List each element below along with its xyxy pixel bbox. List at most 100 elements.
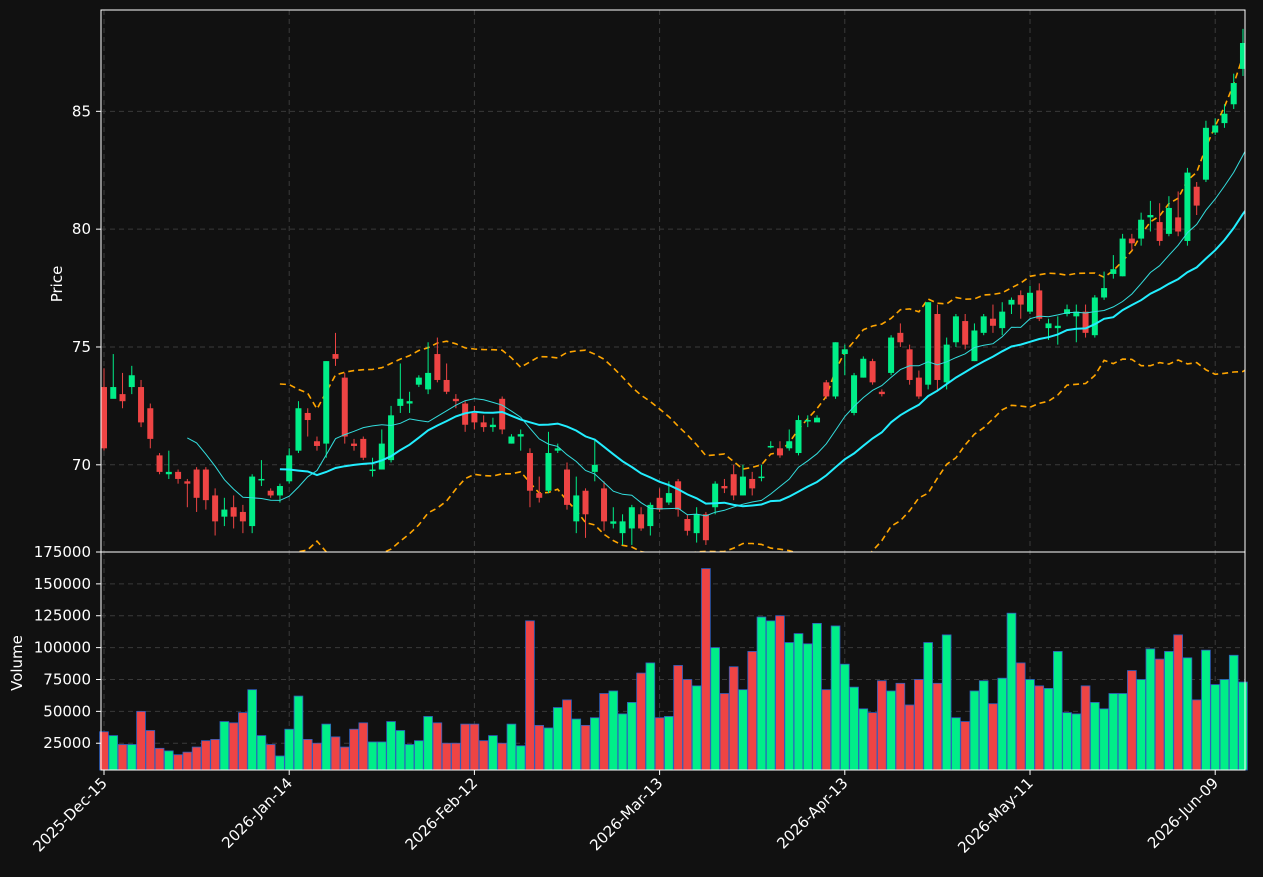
volume-bar bbox=[877, 681, 886, 770]
volume-bar bbox=[387, 722, 396, 770]
candle-body bbox=[147, 408, 153, 439]
candle-body bbox=[897, 333, 903, 342]
volume-bar bbox=[137, 711, 146, 770]
candle-body bbox=[129, 375, 135, 387]
volume-bar bbox=[840, 664, 849, 770]
volume-bar bbox=[1007, 613, 1016, 770]
candle-body bbox=[379, 444, 385, 470]
candle-body bbox=[620, 521, 626, 533]
volume-bar bbox=[340, 747, 349, 770]
volume-tick-label: 100000 bbox=[34, 639, 91, 657]
volume-bar bbox=[970, 691, 979, 770]
volume-bar bbox=[239, 713, 248, 770]
volume-bar bbox=[174, 755, 183, 770]
candle-body bbox=[268, 491, 274, 496]
volume-bar bbox=[405, 745, 414, 770]
candle-body bbox=[860, 359, 866, 378]
volume-bar bbox=[396, 730, 405, 770]
x-tick-label: 2026-Jan-14 bbox=[218, 774, 296, 852]
candle-body bbox=[721, 486, 727, 488]
candle-body bbox=[1008, 300, 1014, 305]
volume-bar bbox=[1137, 679, 1146, 770]
candle-body bbox=[731, 474, 737, 495]
volume-bar bbox=[248, 690, 257, 770]
candle-body bbox=[166, 472, 172, 474]
candle-body bbox=[527, 453, 533, 491]
candle-body bbox=[694, 514, 700, 533]
candle-body bbox=[1221, 114, 1227, 123]
volume-bar bbox=[516, 746, 525, 770]
candle-body bbox=[814, 418, 820, 423]
candle-body bbox=[240, 512, 246, 521]
volume-bar bbox=[424, 716, 433, 770]
volume-bar bbox=[1016, 663, 1025, 770]
candle-body bbox=[675, 481, 681, 509]
volume-bar bbox=[507, 724, 516, 770]
volume-bar bbox=[433, 723, 442, 770]
candle-body bbox=[573, 495, 579, 521]
candle-body bbox=[990, 319, 996, 326]
volume-bar bbox=[581, 725, 590, 770]
volume-bar bbox=[1044, 688, 1053, 770]
candle-body bbox=[907, 349, 913, 380]
volume-bar bbox=[331, 737, 340, 770]
volume-bar bbox=[266, 745, 275, 770]
candle-body bbox=[1036, 290, 1042, 318]
volume-tick-label: 50000 bbox=[43, 702, 91, 720]
volume-bar bbox=[766, 621, 775, 770]
candle-body bbox=[110, 387, 116, 399]
candle-body bbox=[1166, 208, 1172, 234]
candle-body bbox=[370, 470, 376, 472]
candle-body bbox=[870, 361, 876, 382]
volume-bar bbox=[998, 678, 1007, 770]
volume-bar bbox=[979, 681, 988, 770]
volume-bar bbox=[276, 756, 285, 770]
candle-body bbox=[1129, 239, 1135, 244]
volume-bar bbox=[377, 742, 386, 770]
volume-axis-label: Volume bbox=[8, 635, 26, 691]
volume-bar bbox=[646, 663, 655, 770]
candle-body bbox=[212, 495, 218, 521]
volume-bar bbox=[535, 725, 544, 770]
volume-bar bbox=[711, 648, 720, 770]
volume-bar bbox=[164, 751, 173, 770]
candle-body bbox=[981, 316, 987, 332]
volume-bar bbox=[952, 718, 961, 770]
volume-bar bbox=[257, 736, 266, 770]
volume-bar bbox=[1220, 679, 1229, 770]
x-tick-label: 2026-Jun-09 bbox=[1144, 774, 1222, 852]
x-tick-label: 2026-Mar-13 bbox=[586, 774, 666, 854]
x-tick-label: 2026-May-11 bbox=[954, 774, 1037, 857]
volume-bar bbox=[794, 634, 803, 770]
candle-body bbox=[416, 378, 422, 385]
candle-body bbox=[879, 392, 885, 394]
candle-body bbox=[796, 420, 802, 453]
candle-body bbox=[231, 507, 237, 516]
volume-bar bbox=[748, 651, 757, 770]
candle-body bbox=[508, 437, 514, 444]
volume-bar bbox=[553, 708, 562, 770]
x-tick-label: 2026-Feb-12 bbox=[402, 774, 482, 854]
volume-bar bbox=[1118, 694, 1127, 770]
candle-body bbox=[1138, 220, 1144, 239]
candle-body bbox=[583, 491, 589, 515]
volume-bar bbox=[924, 643, 933, 770]
price-tick-label: 80 bbox=[72, 220, 91, 238]
candle-body bbox=[1259, 50, 1263, 57]
candle-body bbox=[971, 330, 977, 361]
candle-body bbox=[1249, 41, 1255, 67]
volume-bar bbox=[544, 728, 553, 770]
candle-body bbox=[499, 399, 505, 430]
candle-body bbox=[629, 507, 635, 528]
volume-tick-label: 175000 bbox=[34, 543, 91, 561]
candle-body bbox=[786, 441, 792, 448]
candle-body bbox=[842, 349, 848, 354]
volume-bar bbox=[1155, 659, 1164, 770]
candle-body bbox=[1110, 269, 1116, 274]
volume-tick-label: 150000 bbox=[34, 575, 91, 593]
volume-bar bbox=[1063, 713, 1072, 770]
volume-bar bbox=[989, 704, 998, 770]
volume-bar bbox=[813, 623, 822, 770]
candle-body bbox=[805, 420, 811, 422]
